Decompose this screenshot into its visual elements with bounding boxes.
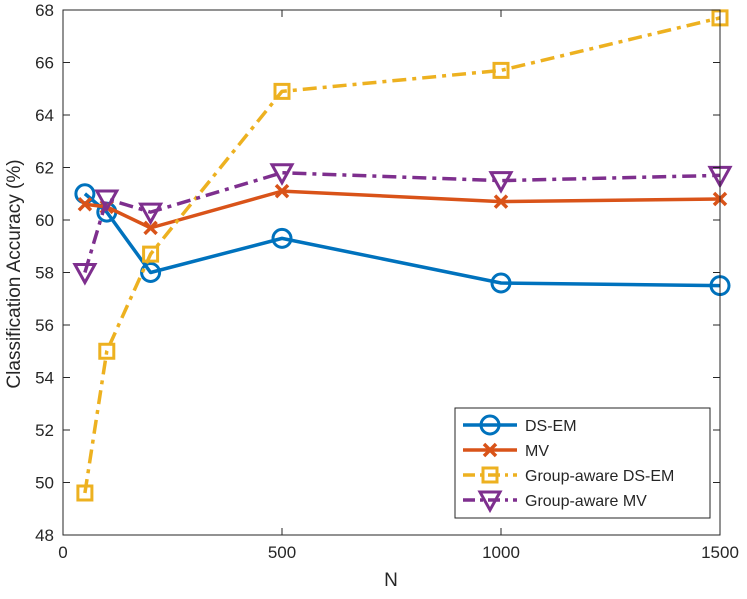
series-line — [83, 192, 721, 288]
data-point — [273, 82, 291, 100]
y-tick-label: 48 — [35, 526, 54, 545]
legend-entry: MV — [463, 442, 549, 460]
legend: DS-EM MV Group-aware DS-EM Group-aware MV — [454, 407, 711, 519]
y-tick-label: 64 — [35, 106, 54, 125]
series-line — [84, 189, 721, 230]
y-tick-label: 68 — [35, 1, 54, 20]
legend-marker — [477, 490, 503, 514]
y-tick-label: 62 — [35, 159, 54, 178]
x-tick-label: 500 — [268, 543, 296, 562]
data-point — [493, 194, 509, 209]
data-point — [138, 202, 164, 226]
x-tick-label: 0 — [58, 543, 67, 562]
y-tick-label: 58 — [35, 264, 54, 283]
data-point — [98, 342, 116, 360]
series-1 — [77, 183, 728, 236]
data-point — [77, 197, 93, 212]
data-point — [94, 189, 120, 213]
data-point — [143, 220, 158, 236]
data-point — [269, 163, 295, 186]
legend-marker — [481, 466, 499, 484]
data-point — [271, 227, 293, 249]
data-point — [488, 171, 514, 194]
legend-label: MV — [525, 443, 549, 460]
x-tick-label: 1000 — [482, 543, 520, 562]
data-point — [72, 263, 98, 286]
data-point — [142, 245, 160, 263]
series-line — [83, 171, 721, 273]
y-tick-label: 60 — [35, 211, 54, 230]
legend-marker — [482, 442, 498, 458]
legend-label: Group-aware MV — [525, 493, 647, 510]
data-point — [492, 61, 510, 79]
y-tick-label: 66 — [35, 54, 54, 73]
legend-label: DS-EM — [525, 418, 577, 435]
plot-area — [72, 9, 733, 502]
data-point — [490, 272, 512, 294]
x-axis-title: N — [384, 570, 398, 591]
y-tick-label: 52 — [35, 421, 54, 440]
data-point — [274, 183, 290, 199]
legend-marker — [479, 414, 501, 436]
legend-label: Group-aware DS-EM — [525, 468, 674, 485]
y-tick-label: 50 — [35, 474, 54, 493]
y-tick-label: 54 — [35, 369, 54, 388]
data-point — [76, 484, 94, 502]
series-3 — [72, 163, 733, 286]
y-axis-title: Classification Accuracy (%) — [4, 159, 25, 388]
y-tick-label: 56 — [35, 316, 54, 335]
legend-entry: DS-EM — [463, 414, 577, 436]
axes: 48 50 52 54 56 58 60 62 64 66 68 0 500 1000 1500 — [35, 1, 739, 562]
data-point — [140, 262, 162, 283]
legend-entry: Group-aware MV — [463, 490, 647, 514]
x-tick-label: 1500 — [701, 543, 739, 562]
legend-entry: Group-aware DS-EM — [463, 466, 674, 485]
